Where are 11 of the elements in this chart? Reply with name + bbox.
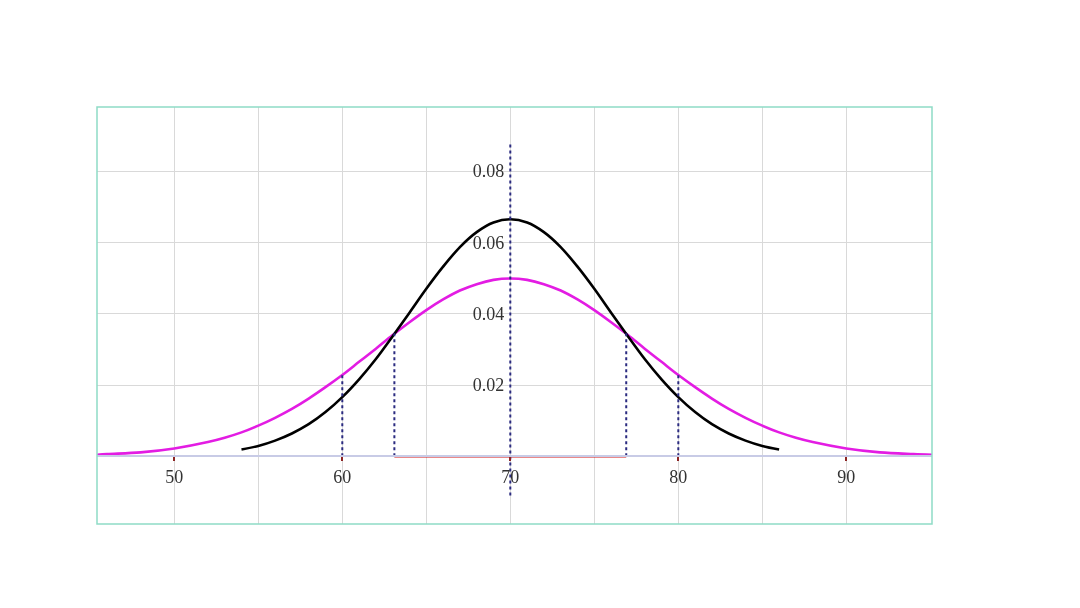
x-tick-label: 60 [333, 466, 352, 487]
x-tick-label: 50 [165, 466, 184, 487]
line-series [97, 277, 932, 457]
x-tick-label: 90 [837, 466, 856, 487]
x-tick-label: 80 [669, 466, 688, 487]
y-tick-label: 0.02 [472, 375, 505, 396]
y-tick-label: 0.06 [472, 232, 505, 253]
y-tick-label: 0.08 [472, 161, 505, 182]
y-tick-label: 0.04 [472, 304, 505, 325]
line-series [240, 217, 781, 451]
x-tick-label: 70 [501, 466, 520, 487]
